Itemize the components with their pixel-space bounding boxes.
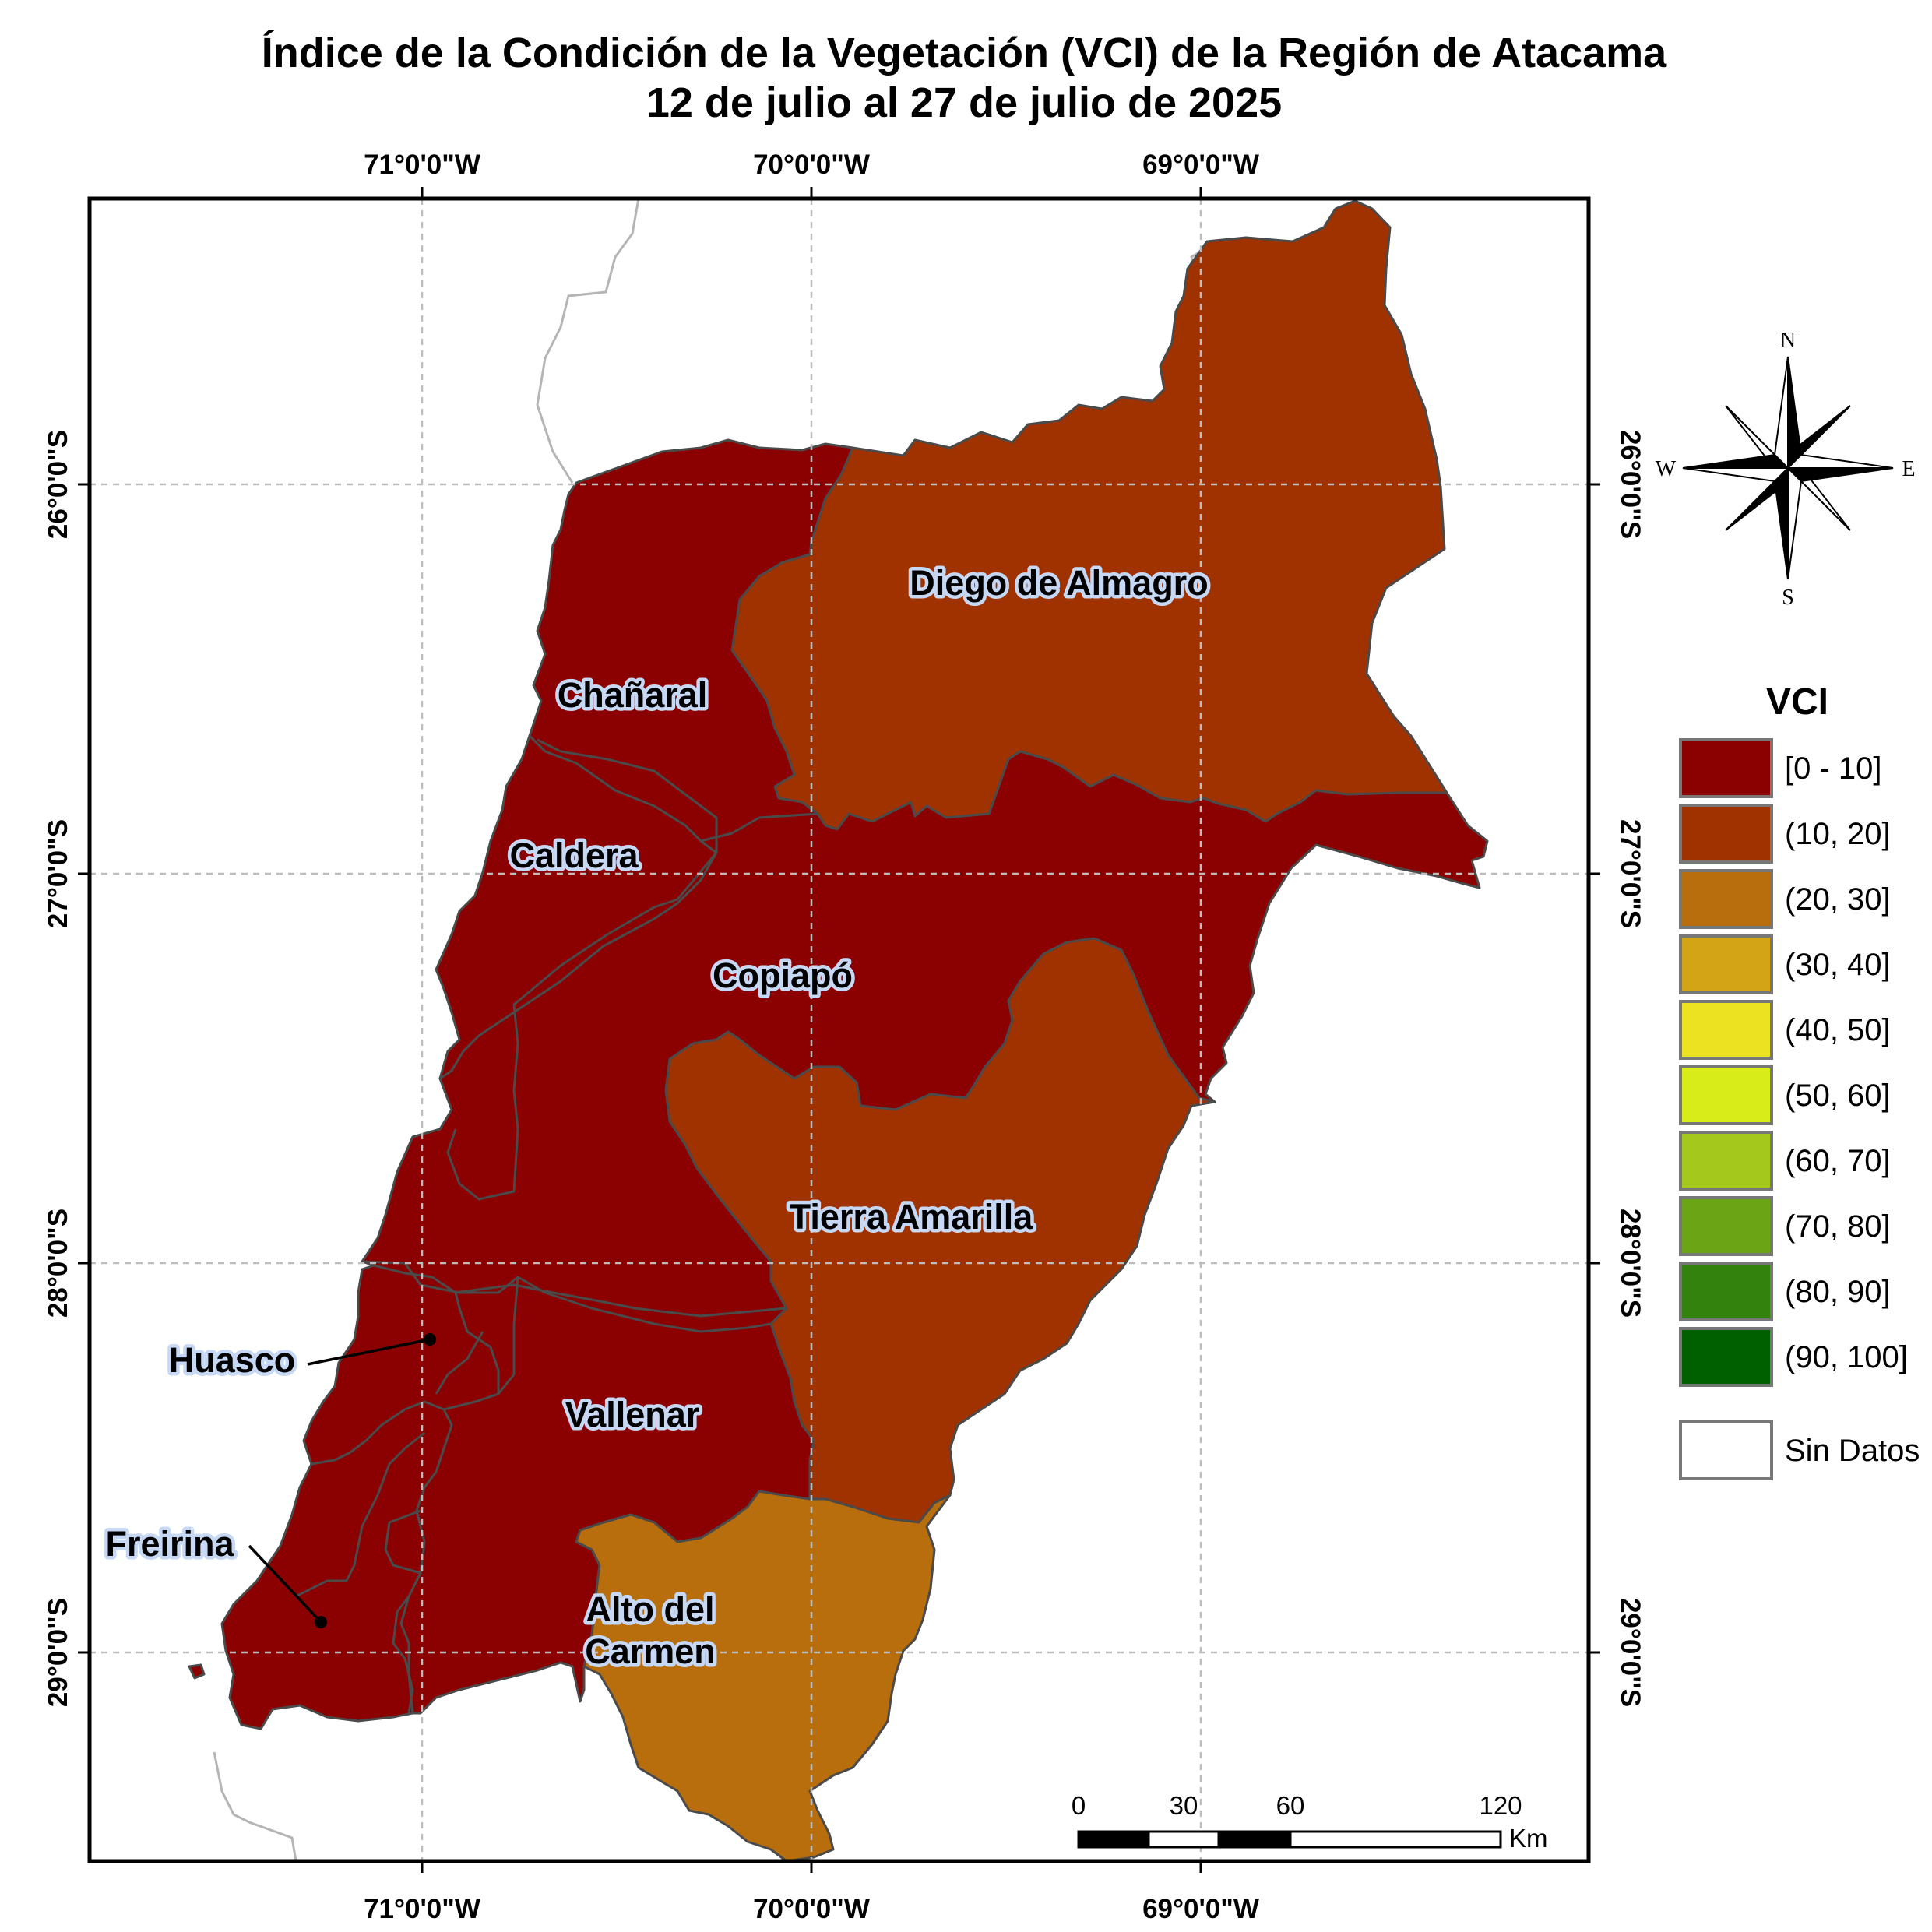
comuna-alto-del-carmen[interactable] bbox=[575, 1490, 952, 1863]
legend-label-9: (90, 100] bbox=[1785, 1340, 1908, 1374]
label-tierra-amarilla: Tierra Amarilla bbox=[790, 1197, 1034, 1237]
lat-label-right-28: 28°0'0"S bbox=[1615, 1209, 1645, 1318]
legend-label-8: (80, 90] bbox=[1785, 1275, 1891, 1309]
scale-tick-0: 0 bbox=[1072, 1791, 1086, 1820]
lat-label-left-26: 26°0'0"S bbox=[43, 430, 73, 539]
lon-label-top-70: 70°0'0"W bbox=[753, 150, 870, 180]
compass-w: W bbox=[1656, 457, 1677, 481]
compass-s: S bbox=[1782, 586, 1794, 610]
lat-label-left-27: 27°0'0"S bbox=[43, 819, 73, 928]
scale-bar: 0 30 60 120 Km bbox=[1072, 1791, 1548, 1853]
lon-label-bottom-70: 70°0'0"W bbox=[753, 1894, 870, 1924]
huasco-point bbox=[424, 1333, 436, 1346]
legend-swatch-no-data bbox=[1679, 1420, 1773, 1480]
lat-label-right-26: 26°0'0"S bbox=[1615, 430, 1645, 539]
map-frame bbox=[87, 196, 1591, 1863]
coast-south bbox=[213, 1751, 297, 1862]
lon-label-bottom-69: 69°0'0"W bbox=[1142, 1894, 1259, 1924]
lon-label-top-71: 71°0'0"W bbox=[364, 150, 480, 180]
island-chanaral-de-aceituno bbox=[188, 1663, 206, 1680]
graticule-lines bbox=[78, 187, 1600, 1873]
legend: VCI [0 - 10] (10, 20] (20, 30] (30, 40] (40,… bbox=[1679, 681, 1920, 1480]
legend-label-no-data: Sin Datos bbox=[1785, 1434, 1920, 1468]
legend-swatch-9 bbox=[1679, 1327, 1773, 1387]
neighbor-border-north bbox=[536, 198, 640, 484]
legend-label-2: (20, 30] bbox=[1785, 882, 1891, 917]
legend-label-1: (10, 20] bbox=[1785, 817, 1891, 851]
legend-label-4: (40, 50] bbox=[1785, 1013, 1891, 1047]
legend-swatch-2 bbox=[1679, 869, 1773, 929]
label-huasco: Huasco bbox=[169, 1340, 296, 1380]
freirina-point bbox=[315, 1616, 327, 1628]
legend-swatch-4 bbox=[1679, 1000, 1773, 1060]
legend-swatch-3 bbox=[1679, 934, 1773, 994]
lat-label-left-28: 28°0'0"S bbox=[43, 1209, 73, 1318]
legend-swatch-6 bbox=[1679, 1131, 1773, 1191]
label-alto-del-carmen-2: Carmen bbox=[585, 1631, 716, 1671]
label-freirina: Freirina bbox=[105, 1524, 234, 1564]
label-chanaral: Chañaral bbox=[558, 675, 708, 715]
label-copiapo: Copiapó bbox=[713, 955, 853, 995]
legend-label-0: [0 - 10] bbox=[1785, 751, 1882, 786]
legend-label-7: (70, 80] bbox=[1785, 1209, 1891, 1244]
legend-label-3: (30, 40] bbox=[1785, 948, 1891, 982]
lon-label-bottom-71: 71°0'0"W bbox=[364, 1894, 480, 1924]
scale-unit: Km bbox=[1509, 1824, 1548, 1853]
map-title-line2: 12 de julio al 27 de julio de 2025 bbox=[646, 79, 1282, 126]
lon-label-top-69: 69°0'0"W bbox=[1142, 150, 1259, 180]
comuna-chanaral[interactable] bbox=[528, 438, 854, 843]
district-lines bbox=[295, 738, 772, 1714]
scale-tick-120: 120 bbox=[1479, 1791, 1522, 1820]
leader-lines bbox=[248, 1333, 436, 1628]
comunas-layer bbox=[188, 199, 1489, 1863]
legend-swatch-5 bbox=[1679, 1065, 1773, 1125]
scale-tick-30: 30 bbox=[1170, 1791, 1198, 1820]
legend-label-5: (50, 60] bbox=[1785, 1079, 1891, 1113]
legend-swatch-7 bbox=[1679, 1196, 1773, 1256]
lat-label-left-29: 29°0'0"S bbox=[43, 1598, 73, 1707]
legend-items: [0 - 10] (10, 20] (20, 30] (30, 40] (40, 50]… bbox=[1679, 738, 1908, 1387]
label-diego-de-almagro: Diego de Almagro bbox=[910, 563, 1208, 603]
legend-title: VCI bbox=[1766, 681, 1828, 723]
north-arrow-icon: N S E W bbox=[1656, 329, 1916, 610]
map-title-line1: Índice de la Condición de la Vegetación … bbox=[262, 30, 1667, 76]
label-alto-del-carmen-1: Alto del bbox=[586, 1589, 715, 1629]
compass-e: E bbox=[1902, 457, 1915, 481]
label-vallenar: Vallenar bbox=[565, 1395, 700, 1434]
lat-label-right-29: 29°0'0"S bbox=[1615, 1598, 1645, 1707]
legend-swatch-8 bbox=[1679, 1262, 1773, 1321]
lat-label-right-27: 27°0'0"S bbox=[1615, 819, 1645, 928]
legend-swatch-0 bbox=[1679, 738, 1773, 798]
label-caldera: Caldera bbox=[509, 836, 639, 875]
scale-tick-60: 60 bbox=[1276, 1791, 1305, 1820]
legend-swatch-1 bbox=[1679, 804, 1773, 864]
compass-n: N bbox=[1780, 329, 1796, 353]
legend-label-6: (60, 70] bbox=[1785, 1144, 1891, 1178]
